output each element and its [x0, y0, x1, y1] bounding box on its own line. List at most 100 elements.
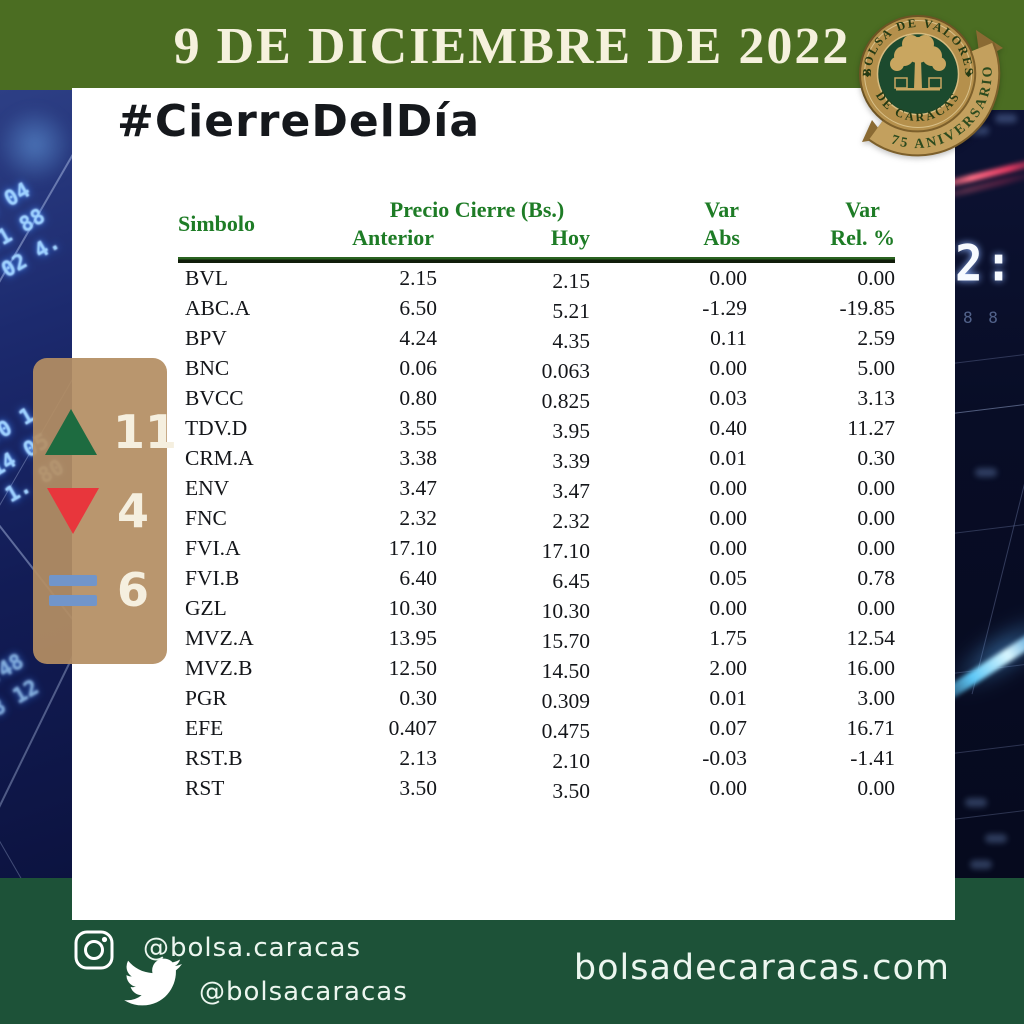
cell-previous-price: 2.13 [399, 746, 437, 770]
cell-var-abs: 0.01 [709, 686, 747, 710]
cell-symbol: BNC [185, 356, 230, 380]
header-symbol: Simbolo [178, 211, 256, 236]
cell-var-abs: 0.05 [709, 566, 747, 590]
unchanged-row: 6 [45, 563, 167, 617]
cell-var-rel: 0.00 [857, 776, 895, 800]
cell-var-rel: 12.54 [846, 626, 895, 650]
cell-today-price: 14.50 [541, 659, 590, 683]
right-ticker-background: 2: 8 8 [955, 108, 1024, 880]
cell-today-price: 5.21 [552, 299, 590, 323]
cell-var-rel: 3.13 [857, 386, 895, 410]
cell-previous-price: 0.06 [399, 356, 437, 380]
cell-var-abs: 0.07 [709, 716, 747, 740]
cell-var-abs: 0.00 [709, 776, 747, 800]
cell-today-price: 3.39 [552, 449, 590, 473]
up-triangle-icon [45, 409, 97, 455]
cell-var-rel: 0.00 [857, 596, 895, 620]
table-row: MVZ.A 13.95 15.70 1.75 12.54 [178, 623, 895, 653]
cell-var-rel: 5.00 [857, 356, 895, 380]
table-row: MVZ.B 12.50 14.50 2.00 16.00 [178, 653, 895, 683]
cell-today-price: 17.10 [541, 539, 590, 563]
cell-previous-price: 0.407 [388, 716, 437, 740]
cell-previous-price: 13.95 [388, 626, 437, 650]
cell-today-price: 0.475 [541, 719, 590, 743]
cell-symbol: FNC [185, 506, 227, 530]
header-previous: Anterior [352, 225, 434, 250]
cell-symbol: MVZ.A [185, 626, 254, 650]
advance-decline-badge: 11 4 6 [33, 358, 177, 664]
cell-previous-price: 6.50 [399, 296, 437, 320]
cell-var-abs: 0.03 [709, 386, 747, 410]
instagram-icon [74, 930, 114, 970]
cell-var-abs: 0.00 [709, 596, 747, 620]
grid-line-decoration [955, 352, 1024, 365]
cell-today-price: 0.063 [541, 359, 590, 383]
twitter-handle[interactable]: @bolsacaracas [199, 977, 408, 1007]
advancers-row: 11 [45, 405, 177, 459]
table-row: EFE 0.407 0.475 0.07 16.71 [178, 713, 895, 743]
cell-previous-price: 0.30 [399, 686, 437, 710]
cell-symbol: GZL [185, 596, 227, 620]
cell-var-rel: 0.78 [857, 566, 895, 590]
cell-previous-price: 17.10 [388, 536, 437, 560]
cell-var-rel: 0.00 [857, 476, 895, 500]
cell-var-rel: 0.30 [857, 446, 895, 470]
cell-symbol: BVL [185, 266, 228, 290]
cell-var-abs: 0.00 [709, 266, 747, 290]
header-price-group: Precio Cierre (Bs.) [389, 197, 565, 222]
glow-dot-decoration [970, 860, 992, 869]
led-digits-decoration: 8 8 [963, 308, 1001, 327]
glow-dot-decoration [975, 468, 997, 477]
cell-var-rel: 3.00 [857, 686, 895, 710]
table-row: GZL 10.30 10.30 0.00 0.00 [178, 593, 895, 623]
table-row: BVL 2.15 2.15 0.00 0.00 [178, 263, 895, 293]
unchanged-count: 6 [117, 563, 150, 617]
cell-var-rel: 11.27 [847, 416, 895, 440]
cell-var-rel: 16.00 [846, 656, 895, 680]
date-title: 9 DE DICIEMBRE DE 2022 [173, 18, 851, 75]
cell-symbol: ABC.A [185, 296, 251, 320]
led-glow-decoration [0, 90, 72, 200]
glow-dot-decoration [995, 114, 1017, 123]
grid-line-decoration [955, 742, 1024, 755]
cell-previous-price: 3.55 [399, 416, 437, 440]
cell-previous-price: 12.50 [388, 656, 437, 680]
cell-var-rel: -19.85 [839, 296, 895, 320]
decliners-row: 4 [45, 484, 167, 538]
cell-previous-price: 10.30 [388, 596, 437, 620]
cell-symbol: PGR [185, 686, 227, 710]
ribbon-band [869, 42, 999, 155]
cell-today-price: 15.70 [541, 629, 590, 653]
cell-var-abs: 0.00 [709, 536, 747, 560]
down-triangle-icon [47, 488, 99, 534]
glow-dot-decoration [965, 798, 987, 807]
website-url[interactable]: bolsadecaracas.com [573, 948, 950, 988]
cell-var-abs: 0.00 [709, 476, 747, 500]
table-header: Simbolo Precio Cierre (Bs.) Anterior Hoy… [178, 195, 895, 253]
table-row: ENV 3.47 3.47 0.00 0.00 [178, 473, 895, 503]
table-row: FVI.A 17.10 17.10 0.00 0.00 [178, 533, 895, 563]
cell-today-price: 6.45 [552, 569, 590, 593]
table-row: TDV.D 3.55 3.95 0.40 11.27 [178, 413, 895, 443]
cell-symbol: FVI.B [185, 566, 240, 590]
cell-var-abs: 0.00 [709, 356, 747, 380]
instagram-handle[interactable]: @bolsa.caracas [143, 933, 362, 963]
cell-symbol: EFE [185, 716, 224, 740]
cell-symbol: FVI.A [185, 536, 241, 560]
cell-symbol: RST.B [185, 746, 243, 770]
cell-symbol: MVZ.B [185, 656, 253, 680]
led-digits-decoration: 2: [955, 233, 1015, 293]
cell-var-abs: 1.75 [709, 626, 747, 650]
twitter-icon [124, 958, 182, 1006]
grid-line-decoration [955, 402, 1024, 415]
content-card: #CierreDelDía Simbolo Precio Cierre (Bs.… [72, 88, 955, 920]
glow-dot-decoration [985, 834, 1007, 843]
table-row: RST.B 2.13 2.10 -0.03 -1.41 [178, 743, 895, 773]
cell-today-price: 3.95 [552, 419, 590, 443]
cell-symbol: CRM.A [185, 446, 254, 470]
cell-var-rel: 0.00 [857, 536, 895, 560]
cell-today-price: 0.309 [541, 689, 590, 713]
header-var-rel: Var Rel. % [830, 197, 895, 250]
cell-previous-price: 3.50 [399, 776, 437, 800]
cell-symbol: BPV [185, 326, 227, 350]
